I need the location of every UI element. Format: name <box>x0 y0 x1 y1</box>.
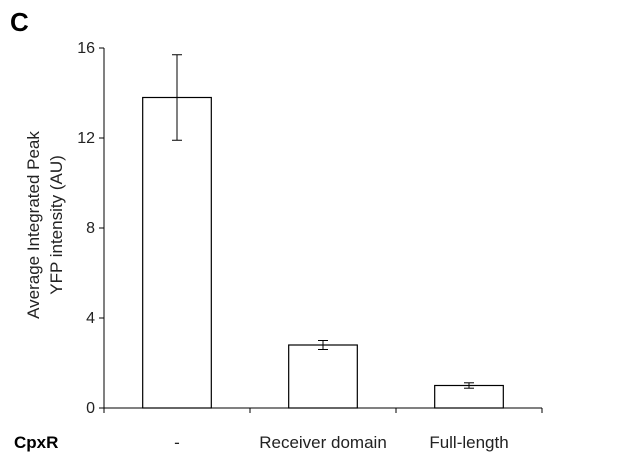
y-axis-label: Average Integrated Peak YFP intensity (A… <box>24 131 66 319</box>
y-tick-label: 0 <box>86 400 95 417</box>
y-tick-label: 16 <box>77 40 95 57</box>
y-tick-label: 4 <box>86 310 95 327</box>
y-tick-label: 8 <box>86 220 95 237</box>
y-axis-label-line-1: Average Integrated Peak <box>24 131 43 319</box>
bar <box>142 96 212 409</box>
y-tick-label: 12 <box>77 130 95 147</box>
x-ticks <box>103 408 543 413</box>
category-labels: - Receiver domain Full-length <box>174 433 509 452</box>
bar <box>288 344 358 409</box>
panel-label: C <box>10 7 29 37</box>
category-label: Full-length <box>429 433 508 452</box>
category-label: Receiver domain <box>259 433 387 452</box>
bar <box>434 384 504 409</box>
y-ticks: 0 4 8 12 16 <box>77 40 104 417</box>
category-label: - <box>174 433 180 452</box>
y-axis-label-line-2: YFP intensity (AU) <box>47 155 66 295</box>
error-bars <box>172 54 474 389</box>
bars <box>142 96 504 409</box>
row-label-cpxr: CpxR <box>14 433 58 452</box>
